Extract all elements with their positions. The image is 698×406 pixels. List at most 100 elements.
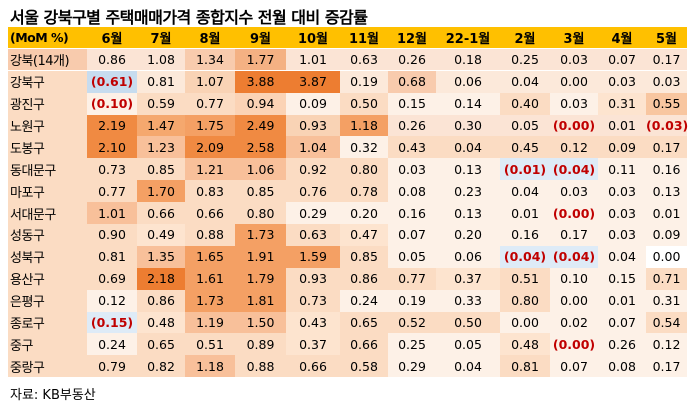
table-cell: 1.59 [286, 245, 340, 268]
table-cell: 0.31 [598, 92, 646, 115]
table-cell: 0.18 [436, 48, 500, 72]
table-cell: 0.80 [500, 289, 550, 312]
table-cell: 0.73 [87, 158, 137, 181]
row-label: 용산구 [8, 267, 87, 290]
row-label: 강북(14개) [8, 48, 87, 72]
table-cell: 0.26 [388, 114, 436, 137]
table-cell: 0.78 [340, 180, 388, 203]
table-cell: 0.04 [436, 136, 500, 159]
table-cell: 0.93 [286, 267, 340, 290]
table-cell: 0.03 [646, 70, 687, 93]
table-cell: 3.88 [235, 70, 286, 93]
table-cell: 0.63 [340, 48, 388, 72]
table-cell: 0.81 [87, 245, 137, 268]
table-cell: 0.26 [598, 333, 646, 356]
table-cell: 0.37 [436, 267, 500, 290]
table-cell: 0.00 [646, 245, 687, 268]
table-cell: (0.61) [87, 70, 137, 93]
table-cell: 0.43 [388, 136, 436, 159]
column-header: 12월 [388, 27, 436, 50]
table-cell: (0.10) [87, 92, 137, 115]
table-cell: 1.01 [87, 202, 137, 225]
table-cell: 0.66 [137, 202, 185, 225]
table-cell: 0.12 [646, 333, 687, 356]
row-label: 중랑구 [8, 355, 87, 378]
table-cell: 1.77 [235, 48, 286, 72]
table-cell: 0.02 [550, 311, 598, 334]
table-row: 성동구 0.90 0.49 0.88 1.73 0.63 0.47 0.07 0.20 0.16 0… [8, 224, 687, 246]
table-cell: 0.00 [550, 289, 598, 312]
table-cell: 0.06 [436, 70, 500, 93]
table-cell: 0.63 [286, 224, 340, 246]
table-cell: 0.25 [388, 333, 436, 356]
table-cell: 0.03 [598, 202, 646, 225]
table-cell: 0.29 [388, 355, 436, 378]
table-cell: 0.00 [550, 70, 598, 93]
table-cell: 0.07 [388, 224, 436, 246]
column-header: 2월 [500, 27, 550, 50]
table-cell: 0.04 [436, 355, 500, 378]
table-cell: 0.90 [87, 224, 137, 246]
table-cell: 0.03 [598, 224, 646, 246]
table-cell: 1.23 [137, 136, 185, 159]
table-cell: 0.82 [137, 355, 185, 378]
table-cell: 1.50 [235, 311, 286, 334]
table-cell: 0.33 [436, 289, 500, 312]
table-cell: 0.51 [185, 333, 235, 356]
header-row: (MoM %) 6월 7월 8월 9월 10월 11월 12월 22-1월 2월 3월 4월 5월 [8, 27, 687, 50]
table-cell: 0.05 [500, 114, 550, 137]
table-cell: 1.73 [185, 289, 235, 312]
column-header: 4월 [598, 27, 646, 50]
table-cell: 0.86 [137, 289, 185, 312]
table-cell: 0.05 [388, 245, 436, 268]
column-header: 22-1월 [436, 27, 500, 50]
table-cell: 0.04 [500, 70, 550, 93]
table-cell: 1.04 [286, 136, 340, 159]
table-cell: 0.66 [185, 202, 235, 225]
table-cell: 2.18 [137, 267, 185, 290]
table-cell: 0.03 [598, 180, 646, 203]
table-cell: 1.81 [235, 289, 286, 312]
table-cell: 0.59 [137, 92, 185, 115]
table-cell: 0.01 [646, 202, 687, 225]
table-cell: (0.00) [550, 202, 598, 225]
table-row: 용산구 0.69 2.18 1.61 1.79 0.93 0.86 0.77 0.37 0.51 0… [8, 267, 687, 290]
table-cell: 0.09 [646, 224, 687, 246]
column-header: 11월 [340, 27, 388, 50]
table-row: 도봉구 2.10 1.23 2.09 2.58 1.04 0.32 0.43 0.04 0.45 0… [8, 136, 687, 159]
table-cell: 0.85 [340, 245, 388, 268]
table-cell: 0.45 [500, 136, 550, 159]
table-cell: 1.91 [235, 245, 286, 268]
table-cell: 0.07 [598, 311, 646, 334]
table-cell: 0.20 [436, 224, 500, 246]
table-cell: 0.58 [340, 355, 388, 378]
table-cell: 0.13 [436, 202, 500, 225]
table-cell: 1.21 [185, 158, 235, 181]
table-cell: (0.00) [550, 333, 598, 356]
table-cell: 0.23 [436, 180, 500, 203]
table-cell: 0.04 [500, 180, 550, 203]
table-cell: 0.86 [340, 267, 388, 290]
column-header: 7월 [137, 27, 185, 50]
table-cell: 0.24 [87, 333, 137, 356]
table-cell: 1.07 [185, 70, 235, 93]
table-cell: 0.17 [646, 136, 687, 159]
table-cell: (0.03) [646, 114, 688, 137]
table-row: 은평구 0.12 0.86 1.73 1.81 0.73 0.24 0.19 0.33 0.80 0… [8, 289, 687, 312]
table-cell: 0.93 [286, 114, 340, 137]
mom-change-table: (MoM %) 6월 7월 8월 9월 10월 11월 12월 22-1월 2월 3월 4월 5월 강북(… [8, 27, 688, 378]
row-label: 중구 [8, 333, 87, 356]
table-cell: 0.13 [436, 158, 500, 181]
table-cell: 3.87 [286, 70, 340, 93]
table-cell: 0.71 [646, 267, 687, 290]
row-label: 성북구 [8, 245, 87, 268]
column-header: 5월 [646, 27, 687, 50]
row-label: 은평구 [8, 289, 87, 312]
table-cell: 0.25 [500, 48, 550, 72]
table-cell: 0.03 [388, 158, 436, 181]
table-cell: 0.12 [550, 136, 598, 159]
table-cell: 0.43 [286, 311, 340, 334]
table-cell: 0.88 [185, 224, 235, 246]
table-cell: 1.79 [235, 267, 286, 290]
table-cell: 0.24 [340, 289, 388, 312]
